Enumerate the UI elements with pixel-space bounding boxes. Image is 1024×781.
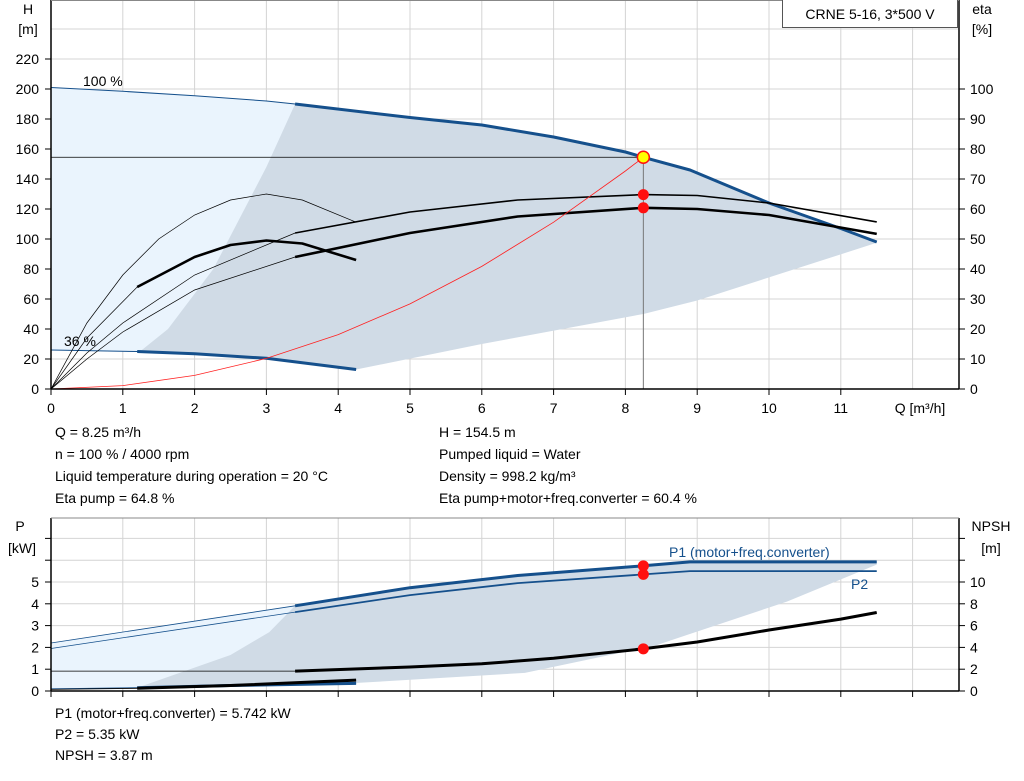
y2-tick-label: 50 [970, 231, 986, 247]
info-flow: Q = 8.25 m³/h [55, 424, 141, 440]
y2-tick-label: 80 [970, 141, 986, 157]
y-tick-label: 0 [31, 381, 39, 397]
y-tick-label: 120 [16, 201, 40, 217]
x-tick-label: 5 [406, 400, 414, 416]
y2-tick-label: 20 [970, 321, 986, 337]
y-tick-label: 4 [31, 596, 39, 612]
y2-tick-label: 4 [970, 639, 978, 655]
pump-title: CRNE 5-16, 3*500 V [805, 6, 935, 22]
y-axis-label: H [23, 1, 33, 17]
qh-chart: 0204060801001201401601802002200102030405… [16, 0, 994, 416]
x-tick-label: 10 [761, 400, 777, 416]
info-bottom: P1 (motor+freq.converter) = 5.742 kW P2 … [55, 705, 291, 768]
series-label-p1: P1 (motor+freq.converter) [669, 544, 830, 560]
series-4-operating-segment [137, 678, 357, 690]
y-tick-label: 160 [16, 141, 40, 157]
y2-tick-label: 10 [970, 574, 986, 590]
y2-tick-label: 70 [970, 171, 986, 187]
y-tick-label: 100 [16, 231, 40, 247]
x-axis-label: Q [m³/h] [895, 400, 946, 416]
y-tick-label: 0 [31, 683, 39, 699]
y2-tick-label: 100 [970, 81, 994, 97]
y2-axis-unit: [%] [972, 21, 992, 37]
info-eta-pump: Eta pump = 64.8 % [55, 490, 175, 506]
duty-point-eta-total [637, 202, 649, 214]
y2-axis-label: NPSH [972, 518, 1011, 534]
info-p1: P1 (motor+freq.converter) = 5.742 kW [55, 705, 291, 721]
y-tick-label: 60 [23, 291, 39, 307]
y2-tick-label: 40 [970, 261, 986, 277]
y-tick-label: 220 [16, 51, 40, 67]
y-tick-label: 3 [31, 618, 39, 634]
info-temperature: Liquid temperature during operation = 20… [55, 468, 328, 484]
y2-tick-label: 6 [970, 618, 978, 634]
duty-point-eta-pump [637, 189, 649, 201]
y2-tick-label: 60 [970, 201, 986, 217]
y2-tick-label: 90 [970, 111, 986, 127]
y-axis-unit: [kW] [8, 540, 36, 556]
info-liquid: Pumped liquid = Water [439, 446, 581, 462]
info-right: H = 154.5 m Pumped liquid = Water Densit… [439, 424, 697, 512]
x-tick-label: 11 [834, 400, 849, 416]
y2-tick-label: 0 [970, 683, 978, 699]
series-0-operating-segment [294, 560, 877, 608]
y2-tick-label: 2 [970, 661, 978, 677]
x-tick-label: 7 [550, 400, 558, 416]
series-label-p2: P2 [851, 576, 868, 592]
series-0-operating-segment [294, 102, 878, 244]
x-tick-label: 8 [622, 400, 630, 416]
y-tick-label: 2 [31, 639, 39, 655]
series-6-line [50, 156, 644, 390]
duty-point-npsh [637, 643, 649, 655]
y-tick-label: 5 [31, 574, 39, 590]
series-5-operating-segment [136, 239, 357, 289]
y2-tick-label: 30 [970, 291, 986, 307]
y-tick-label: 200 [16, 81, 40, 97]
series-4-line [50, 193, 357, 390]
series-1-operating-segment [137, 350, 357, 371]
y-tick-label: 180 [16, 111, 40, 127]
x-tick-label: 9 [693, 400, 701, 416]
x-tick-label: 6 [478, 400, 486, 416]
info-left: Q = 8.25 m³/h n = 100 % / 4000 rpm Liqui… [55, 424, 328, 512]
info-eta-total: Eta pump+motor+freq.converter = 60.4 % [439, 490, 697, 506]
info-head: H = 154.5 m [439, 424, 516, 440]
pump-title-box: CRNE 5-16, 3*500 V [782, 0, 958, 28]
curve-label-100: 100 % [83, 73, 123, 89]
y2-tick-label: 0 [970, 381, 978, 397]
operating-range-area [137, 104, 877, 370]
y-axis-unit: [m] [18, 21, 37, 37]
y2-tick-label: 10 [970, 351, 986, 367]
operating-range-area [137, 561, 877, 688]
y-tick-label: 140 [16, 171, 40, 187]
duty-point-head [636, 150, 651, 164]
y2-axis-label: eta [972, 1, 992, 17]
y-tick-label: 20 [23, 351, 39, 367]
curve-label-36: 36 % [64, 333, 96, 349]
series-1-operating-segment [294, 570, 877, 613]
info-density: Density = 998.2 kg/m³ [439, 468, 576, 484]
y-tick-label: 40 [23, 321, 39, 337]
y-tick-label: 1 [31, 661, 39, 677]
x-tick-label: 2 [191, 400, 199, 416]
info-speed: n = 100 % / 4000 rpm [55, 446, 190, 462]
y-axis-label: P [15, 518, 24, 534]
x-tick-label: 1 [119, 400, 127, 416]
x-tick-label: 0 [47, 400, 55, 416]
info-p2: P2 = 5.35 kW [55, 726, 140, 742]
duty-point-p2 [637, 568, 649, 580]
x-tick-label: 4 [334, 400, 342, 416]
duty-point-p1 [637, 560, 649, 572]
y2-tick-label: 8 [970, 596, 978, 612]
y2-axis-unit: [m] [981, 540, 1000, 556]
x-tick-label: 3 [263, 400, 271, 416]
info-npsh: NPSH = 3.87 m [55, 747, 153, 763]
y-tick-label: 80 [23, 261, 39, 277]
